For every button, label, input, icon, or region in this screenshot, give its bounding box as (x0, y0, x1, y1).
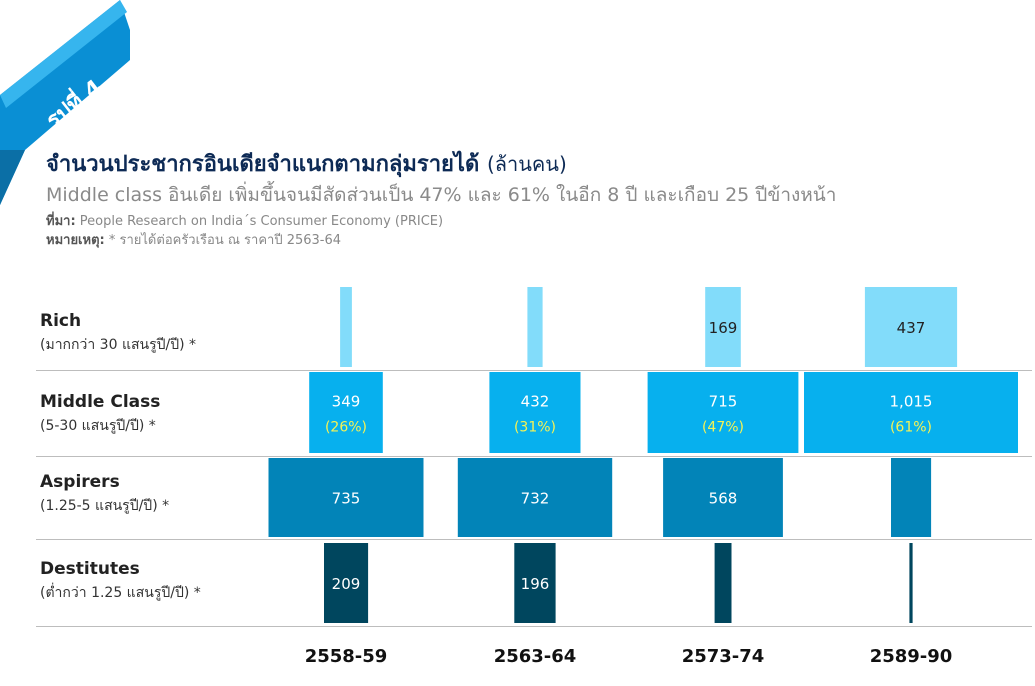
x-tick-label: 2573-74 (681, 646, 765, 667)
chart-title-unit: (ล้านคน) (486, 152, 567, 176)
data-label-aspirers: 735 (332, 490, 361, 508)
row-label-middle: Middle Class (5-30 แสนรูปี/ปี) * (40, 392, 160, 437)
bar-middle-class-2558-59 (309, 372, 383, 453)
x-tick-label: 2589-90 (869, 646, 953, 667)
data-label-middle-class: 432 (521, 393, 550, 411)
row-separator (36, 539, 1032, 540)
row-name-aspirers: Aspirers (40, 472, 120, 492)
row-label-aspirers: Aspirers (1.25-5 แสนรูปี/ปี) * (40, 472, 169, 517)
row-name-rich: Rich (40, 311, 82, 331)
x-tick-label: 2558-59 (304, 646, 388, 667)
data-label-middle-class: 349 (332, 393, 361, 411)
bar-middle-class-2589-90 (804, 372, 1018, 453)
bar-rich-2573-74 (705, 287, 741, 367)
chart-subtitle: Middle class อินเดีย เพิ่มขึ้นจนมีสัดส่ว… (46, 184, 837, 206)
source-text: People Research on India´s Consumer Econ… (79, 214, 444, 229)
bar-destitutes-2573-74 (714, 543, 732, 623)
bar-aspirers-2573-74 (663, 458, 783, 537)
bar-destitutes-2589-90 (909, 543, 913, 623)
row-name-middle: Middle Class (40, 392, 161, 412)
bar-rich-2563-64 (527, 287, 543, 367)
figure-badge-ribbon: รูปที่ 4 (0, 0, 130, 205)
row-separator (36, 370, 1032, 371)
source-label: ที่มา: (46, 214, 76, 229)
data-label-middle-class: 715 (709, 393, 738, 411)
share-label-middle-class: (31%) (514, 420, 556, 436)
data-label-destitutes: 209 (332, 575, 361, 593)
data-label-destitutes: 196 (521, 575, 550, 593)
row-label-destitutes: Destitutes (ต่ำกว่า 1.25 แสนรูปี/ปี) * (40, 559, 201, 604)
x-tick-label: 2563-64 (493, 646, 577, 667)
bar-rich-2558-59 (340, 287, 352, 367)
chart-title-text: จำนวนประชากรอินเดียจำแนกตามกลุ่มรายได้ (46, 152, 480, 177)
row-separator (36, 456, 1032, 457)
data-label-rich: 169 (709, 319, 738, 337)
data-label-aspirers: 732 (521, 490, 550, 508)
share-label-middle-class: (47%) (702, 420, 744, 436)
row-sub-rich: (มากกว่า 30 แสนรูปี/ปี) * (40, 337, 197, 353)
bar-destitutes-2563-64 (514, 543, 556, 623)
row-separator (36, 626, 1032, 627)
bar-middle-class-2573-74 (647, 372, 799, 453)
source-line: ที่มา: People Research on India´s Consum… (46, 210, 443, 231)
note-line: หมายเหตุ: * รายได้ต่อครัวเรือน ณ ราคาปี … (46, 229, 341, 250)
share-label-middle-class: (61%) (890, 420, 932, 436)
bar-aspirers-2563-64 (457, 458, 613, 537)
row-label-rich: Rich (มากกว่า 30 แสนรูปี/ปี) * (40, 311, 196, 356)
chart-title: จำนวนประชากรอินเดียจำแนกตามกลุ่มรายได้ (… (46, 146, 567, 181)
row-sub-middle: (5-30 แสนรูปี/ปี) * (40, 418, 156, 434)
row-sub-destitutes: (ต่ำกว่า 1.25 แสนรูปี/ปี) * (40, 585, 201, 601)
bar-destitutes-2558-59 (324, 543, 369, 623)
data-label-aspirers: 568 (709, 490, 738, 508)
row-sub-aspirers: (1.25-5 แสนรูปี/ปี) * (40, 498, 170, 514)
note-label: หมายเหตุ: (46, 233, 105, 248)
share-label-middle-class: (26%) (325, 420, 367, 436)
bar-aspirers-2558-59 (268, 458, 424, 537)
bar-aspirers-2589-90 (891, 458, 932, 537)
note-text: * รายได้ต่อครัวเรือน ณ ราคาปี 2563-64 (108, 233, 342, 248)
bar-rich-2589-90 (864, 287, 958, 367)
data-label-rich: 437 (897, 319, 926, 337)
row-name-destitutes: Destitutes (40, 559, 140, 579)
data-label-middle-class: 1,015 (890, 393, 933, 411)
bar-middle-class-2563-64 (489, 372, 581, 453)
